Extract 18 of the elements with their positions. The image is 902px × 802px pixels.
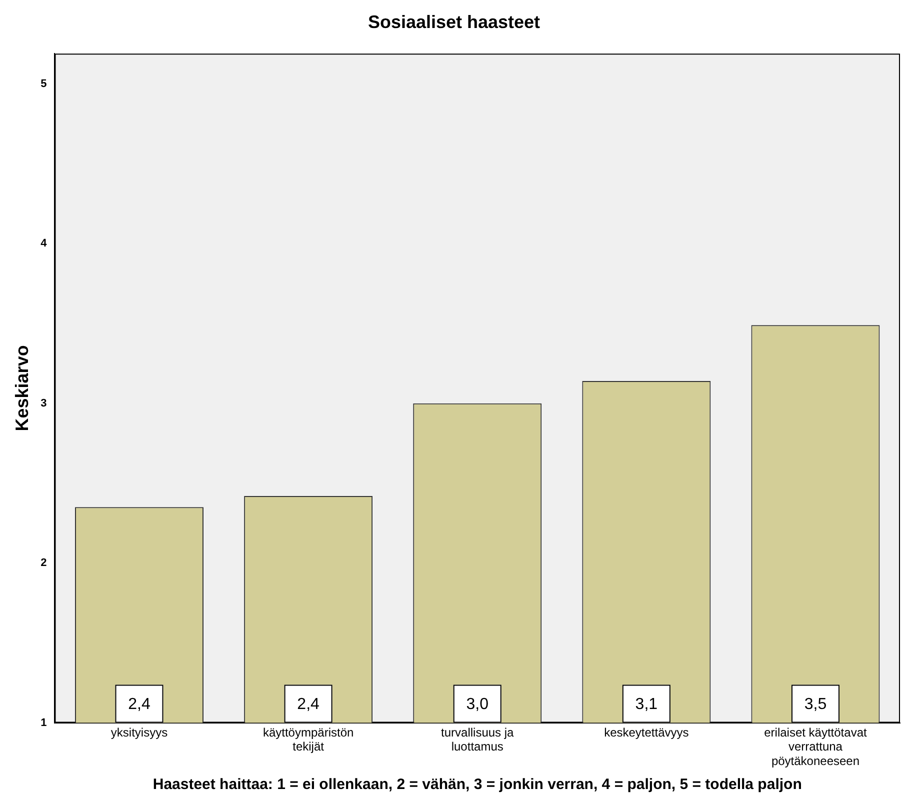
x-tick-label: turvallisuus ja luottamus	[441, 725, 514, 754]
y-tick-label: 2	[40, 557, 47, 570]
y-tick-label: 1	[40, 716, 47, 729]
data-label: 2,4	[128, 696, 150, 714]
y-tick-label: 4	[40, 238, 48, 250]
y-tick-label: 5	[40, 78, 47, 90]
x-tick-label: keskeytettävyys	[604, 725, 689, 740]
y-axis-title: Keskiarvo	[12, 345, 32, 432]
data-label: 3,5	[804, 696, 827, 714]
x-axis-title: Haasteet haittaa: 1 = ei ollenkaan, 2 = vähän, 3 = jonkin verran, 4 = paljon, 5 = todella paljon	[152, 776, 802, 794]
data-label: 3,1	[635, 696, 658, 714]
x-tick-label: yksityisyys	[110, 725, 168, 740]
y-tick-label: 3	[40, 397, 47, 410]
x-tick-label: käyttöympäristön tekijät	[262, 725, 354, 754]
chart-title: Sosiaaliset haasteet	[368, 12, 540, 32]
data-label: 2,4	[297, 696, 320, 714]
data-label: 3,0	[466, 696, 489, 714]
x-tick-label: erilaiset käyttötavat verrattuna pöytäkoneeseen	[764, 725, 868, 768]
